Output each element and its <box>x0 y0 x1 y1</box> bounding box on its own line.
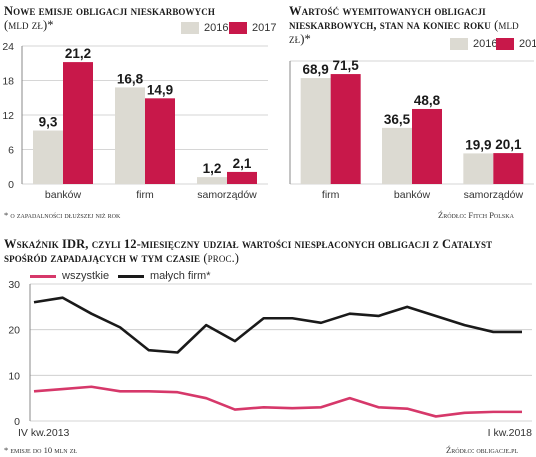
chart2-bar-2017-1 <box>412 108 442 184</box>
chart1-legend-label-2016: 2016 <box>204 22 229 34</box>
chart2-legend-swatch-2017 <box>496 38 514 50</box>
chart2-legend-label-2016: 2016 <box>473 38 498 50</box>
chart1-unit: (mld zł)* <box>4 18 54 32</box>
chart1-category-label: firm <box>136 189 154 201</box>
chart2-legend-label-2017: 2017 <box>519 38 536 50</box>
chart2-legend-2017: 2017 <box>496 38 536 50</box>
chart2-category-label: banków <box>394 189 431 201</box>
chart1-category-label: banków <box>45 189 82 201</box>
chart3-legend-line-small <box>118 274 144 278</box>
chart1-bar-2016-2 <box>197 177 227 184</box>
chart1-bar-2016-1 <box>115 87 145 184</box>
chart3-source: Źródło: obligacje.pl <box>446 445 519 455</box>
chart1-legend-2016: 2016 <box>181 22 228 34</box>
chart2-legend-swatch-2016 <box>450 38 468 50</box>
chart2-source: Źródło: Fitch Polska <box>438 210 514 220</box>
chart2-title-text: Wartość wyemitowanych obligacji nieskarb… <box>289 4 491 32</box>
chart2-bar-2017-0 <box>330 74 361 184</box>
chart1-ytick-label: 12 <box>2 110 14 122</box>
chart1-ytick-label: 6 <box>8 145 14 157</box>
chart1-title-text: Nowe emisje obligacji nieskarbowych <box>4 4 215 18</box>
chart2-category-label: samorządów <box>464 189 524 201</box>
chart3-ytick-label: 10 <box>8 370 20 382</box>
chart2-title: Wartość wyemitowanych obligacji nieskarb… <box>289 4 534 46</box>
chart2-data-label: 71,5 <box>333 58 360 73</box>
chart3-unit: (proc.) <box>203 251 240 265</box>
chart3-title-text: Wskaźnik IDR, czyli 12-miesięczny udział… <box>4 237 493 265</box>
chart1-legend-swatch-2017 <box>229 22 247 34</box>
chart3-title: Wskaźnik IDR, czyli 12-miesięczny udział… <box>4 237 532 265</box>
chart3-series-line-small-firms <box>33 296 522 354</box>
chart2-unit: (mld zł)* <box>289 18 519 46</box>
chart3-legend-small: małych firm* <box>118 270 211 282</box>
chart1-ytick-label: 24 <box>2 41 14 53</box>
chart2-legend-2016: 2016 <box>450 38 497 50</box>
chart3-legend-label-small: małych firm* <box>150 270 211 282</box>
chart1-data-label: 14,9 <box>147 82 173 97</box>
chart2-data-label: 48,8 <box>414 93 441 108</box>
chart1-title: Nowe emisje obligacji nieskarbowych (mld… <box>4 4 274 32</box>
chart3-x-end-label: I kw.2018 <box>488 427 533 439</box>
chart3-ytick-label: 0 <box>14 416 20 428</box>
chart2-bar-2016-0 <box>300 78 331 184</box>
chart1-bar-2017-2 <box>227 171 257 184</box>
chart2-bar-2016-2 <box>463 153 494 184</box>
chart2-data-label: 19,9 <box>465 137 491 152</box>
chart2-category-label: firm <box>322 189 340 201</box>
chart1-data-label: 21,2 <box>65 46 91 61</box>
chart3-ytick-label: 20 <box>8 325 20 337</box>
chart2-data-label: 68,9 <box>303 62 329 77</box>
chart3-legend-label-all: wszystkie <box>62 270 110 282</box>
chart1-legend-2017: 2017 <box>229 22 276 34</box>
chart3-plot: 0 10 20 30 IV kw.2013 I kw.2018 <box>8 279 533 439</box>
chart1-ytick-label: 0 <box>8 179 14 191</box>
chart1-data-label: 1,2 <box>203 161 222 176</box>
chart1-ytick-label: 18 <box>2 76 14 88</box>
chart1-category-label: samorządów <box>197 189 257 201</box>
chart3-series-line-all <box>33 385 522 418</box>
chart3-legend-line-all <box>30 274 56 278</box>
chart1-bar-2017-0 <box>63 62 93 184</box>
chart1-legend-swatch-2016 <box>181 22 199 34</box>
chart2-bar-2016-1 <box>382 127 412 184</box>
chart2-data-label: 20,1 <box>495 137 522 152</box>
chart1-data-label: 16,8 <box>117 71 144 86</box>
chart1-footnote: * o zapadalności dłuższej niż rok <box>4 210 121 220</box>
chart3-ytick-label: 30 <box>8 279 20 291</box>
chart1-plot: 0 6 12 18 24 9,3 21,2 banków 16,814,9 firm 1,2 2,1 s… <box>2 41 268 201</box>
chart3-legend-all: wszystkie <box>30 270 109 282</box>
chart1-legend-label-2017: 2017 <box>252 22 277 34</box>
chart3-x-start-label: IV kw.2013 <box>18 427 70 439</box>
chart1-bar-2017-1 <box>145 98 175 184</box>
chart1-data-label: 9,3 <box>39 115 58 130</box>
chart3-footnote: * emisje do 10 mln zł <box>4 445 78 455</box>
chart2-plot: 68,9 71,5 firm 36,548,8 banków 19,9 20,1 samorz… <box>289 58 534 201</box>
chart1-bar-2016-0 <box>33 130 63 184</box>
chart2-bar-2017-2 <box>493 153 524 184</box>
chart1-data-label: 2,1 <box>233 156 252 171</box>
chart2-data-label: 36,5 <box>384 112 411 127</box>
